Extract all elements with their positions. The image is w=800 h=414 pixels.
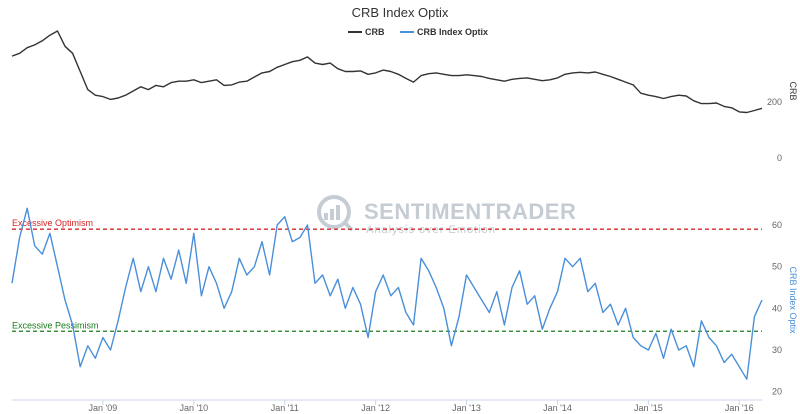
- series-line: [11, 207, 763, 380]
- x-tick-label: Jan '16: [725, 403, 754, 413]
- legend: CRB CRB Index Optix: [348, 27, 488, 37]
- logo-ring: [317, 195, 351, 229]
- chart-title: CRB Index Optix: [352, 5, 449, 20]
- logo-bar: [336, 205, 340, 220]
- watermark-tagline: Analysis over Emotion: [366, 224, 496, 236]
- legend-item: CRB: [348, 27, 385, 37]
- x-tick-label: Jan '10: [179, 403, 208, 413]
- plot-panels: 0 200 CRB Excessive Optimism Excessive Pessi…: [11, 30, 798, 397]
- y-tick-label: 20: [772, 387, 782, 397]
- threshold-label: Excessive Pessimism: [12, 320, 99, 330]
- y-tick-label: 0: [777, 153, 782, 163]
- y-axis-title: CRB: [788, 81, 798, 100]
- x-tick-label: Jan '09: [89, 403, 118, 413]
- x-tick-label: Jan '13: [452, 403, 481, 413]
- x-tick-label: Jan '12: [361, 403, 390, 413]
- y-tick-label: 60: [772, 220, 782, 230]
- series-line: [11, 30, 763, 114]
- x-tick-label: Jan '15: [634, 403, 663, 413]
- legend-item: CRB Index Optix: [400, 27, 488, 37]
- logo-bar: [324, 213, 328, 220]
- watermark-logo: [317, 195, 354, 232]
- y-tick-label: 40: [772, 303, 782, 313]
- y-tick-label: 200: [767, 97, 782, 107]
- x-axis: Jan '09 Jan '10 Jan '11 Jan '12 Jan '13 Jan '…: [12, 399, 762, 413]
- legend-label: CRB: [365, 27, 385, 37]
- x-tick-label: Jan '11: [271, 403, 299, 413]
- panel-optix: Excessive Optimism Excessive Pessimism 20 3…: [11, 207, 798, 397]
- y-tick-label: 30: [772, 345, 782, 355]
- threshold-label: Excessive Optimism: [12, 218, 93, 228]
- y-axis-title: CRB Index Optix: [788, 266, 798, 334]
- legend-label: CRB Index Optix: [417, 27, 488, 37]
- y-tick-label: 50: [772, 262, 782, 272]
- panel-crb: 0 200 CRB: [11, 30, 798, 163]
- watermark-brand: SENTIMENTRADER: [364, 199, 576, 224]
- x-tick-label: Jan '14: [543, 403, 572, 413]
- logo-bar: [330, 209, 334, 220]
